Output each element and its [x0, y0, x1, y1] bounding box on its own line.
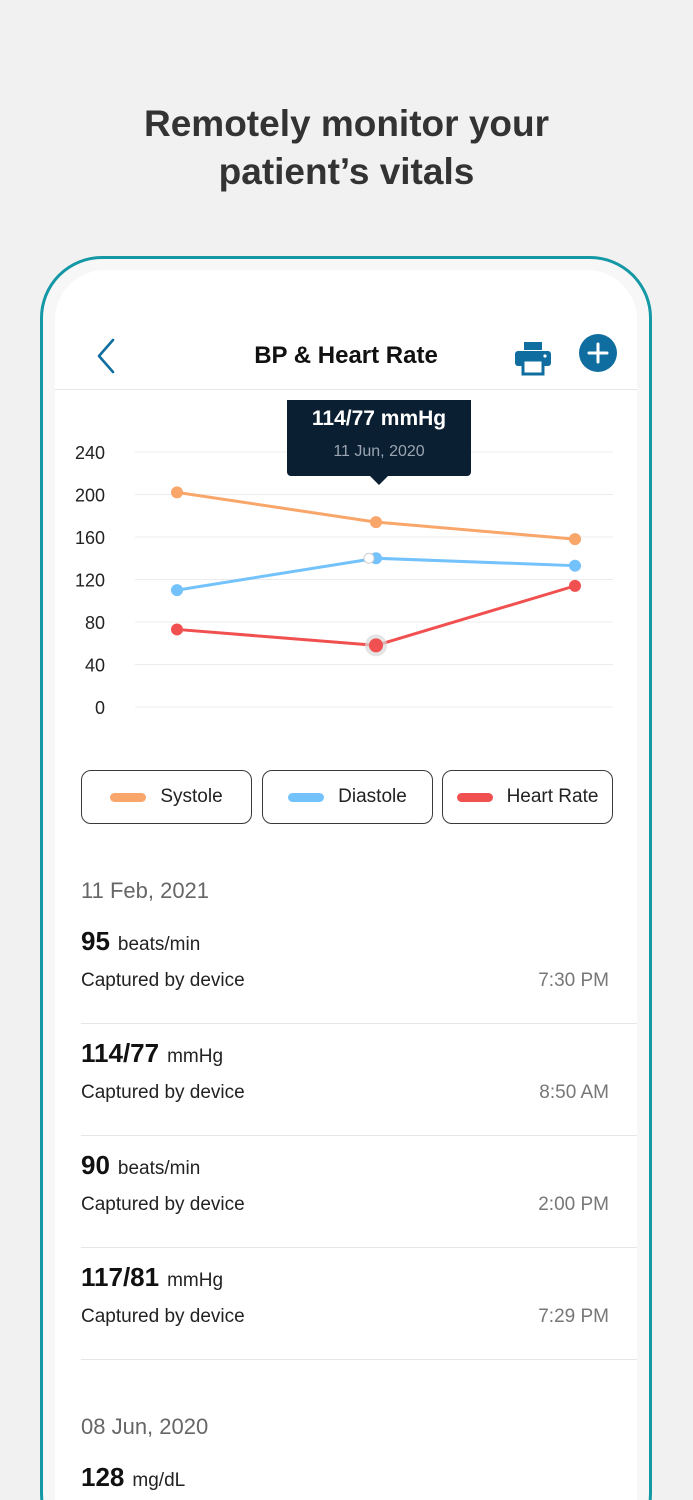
reading-unit: mg/dL [132, 1470, 186, 1491]
legend-chip-heart-rate[interactable]: Heart Rate [442, 770, 613, 824]
reading-value: 117/81 [81, 1262, 160, 1292]
legend-chip-systole[interactable]: Systole [81, 770, 252, 824]
reading-time: 7:30 PM [538, 970, 609, 991]
reading-time: 8:50 AM [539, 1082, 609, 1103]
headline-line-2: patient’s vitals [218, 151, 475, 192]
list-item[interactable]: 95 beats/min Captured by device 7:30 PM [81, 912, 637, 1024]
heart-rate-swatch [456, 792, 493, 802]
data-point [171, 584, 183, 597]
legend-label-systole: Systole [160, 786, 223, 807]
reading-value: 95 [81, 926, 110, 956]
legend-label-diastole: Diastole [338, 786, 407, 807]
y-tick-label: 80 [85, 613, 105, 633]
plus-icon [587, 342, 609, 364]
data-point [171, 486, 183, 499]
y-tick-label: 160 [75, 528, 105, 548]
legend-chip-diastole[interactable]: Diastole [262, 770, 433, 824]
hover-point [363, 552, 375, 564]
reading-time: 7:29 PM [538, 1306, 609, 1327]
data-point [569, 559, 581, 572]
vitals-line-chart[interactable]: 2402001601208040003 Feb03 Feb03 Feb03 Fe… [55, 400, 637, 730]
readings-list: 11 Feb, 2021 95 beats/min Captured by dev… [81, 870, 637, 1500]
list-item[interactable]: 114/77 mmHg Captured by device 8:50 AM [81, 1024, 637, 1136]
phone-screen: BP & Heart Rate 2402001601208040003 Feb0… [55, 270, 637, 1500]
data-point [370, 516, 382, 529]
back-button[interactable] [93, 336, 123, 376]
selected-point [369, 638, 383, 653]
list-item[interactable]: 90 beats/min Captured by device 2:00 PM [81, 1136, 637, 1248]
y-tick-label: 240 [75, 443, 105, 463]
group-spacer [81, 1360, 637, 1406]
app-bar: BP & Heart Rate [55, 326, 637, 390]
reading-value: 114/77 [81, 1038, 160, 1068]
list-item[interactable]: 128 mg/dL [81, 1448, 637, 1500]
y-tick-label: 120 [75, 571, 105, 591]
reading-unit: beats/min [117, 934, 201, 955]
data-point [171, 623, 183, 636]
y-tick-label: 40 [85, 656, 105, 676]
tooltip-date: 11 Jun, 2020 [333, 443, 424, 460]
data-point [569, 533, 581, 546]
series-line-systole [176, 490, 576, 541]
reading-source: Captured by device [81, 970, 245, 991]
phone-frame: BP & Heart Rate 2402001601208040003 Feb0… [40, 256, 652, 1500]
page-title: BP & Heart Rate [254, 342, 438, 369]
printer-icon [515, 342, 551, 376]
date-header: 08 Jun, 2020 [81, 1414, 209, 1439]
print-button[interactable] [513, 340, 553, 376]
reading-source: Captured by device [81, 1082, 245, 1103]
headline-line-1: Remotely monitor your [144, 103, 549, 144]
systole-swatch [110, 792, 147, 802]
add-reading-button[interactable] [579, 334, 617, 372]
y-tick-label: 0 [95, 698, 105, 718]
reading-source: Captured by device [81, 1194, 245, 1215]
reading-unit: beats/min [117, 1158, 201, 1179]
reading-source: Captured by device [81, 1306, 245, 1327]
reading-value: 90 [81, 1150, 110, 1180]
reading-time: 2:00 PM [538, 1194, 609, 1215]
list-item[interactable]: 117/81 mmHg Captured by device 7:29 PM [81, 1248, 637, 1360]
chevron-left-icon [97, 338, 115, 374]
diastole-swatch [288, 792, 325, 802]
reading-unit: mmHg [167, 1046, 224, 1067]
chart-legend: Systole Diastole Heart Rate [55, 770, 637, 826]
date-header: 11 Feb, 2021 [81, 878, 210, 903]
legend-label-heart-rate: Heart Rate [506, 786, 599, 807]
tooltip-arrow [370, 476, 388, 485]
tooltip-box [287, 400, 471, 476]
headline: Remotely monitor your patient’s vitals [0, 100, 693, 196]
tooltip-value: 114/77 mmHg [312, 407, 446, 430]
data-point [569, 579, 581, 592]
y-tick-label: 200 [75, 486, 105, 506]
reading-unit: mmHg [167, 1270, 224, 1291]
reading-value: 128 [81, 1462, 125, 1492]
